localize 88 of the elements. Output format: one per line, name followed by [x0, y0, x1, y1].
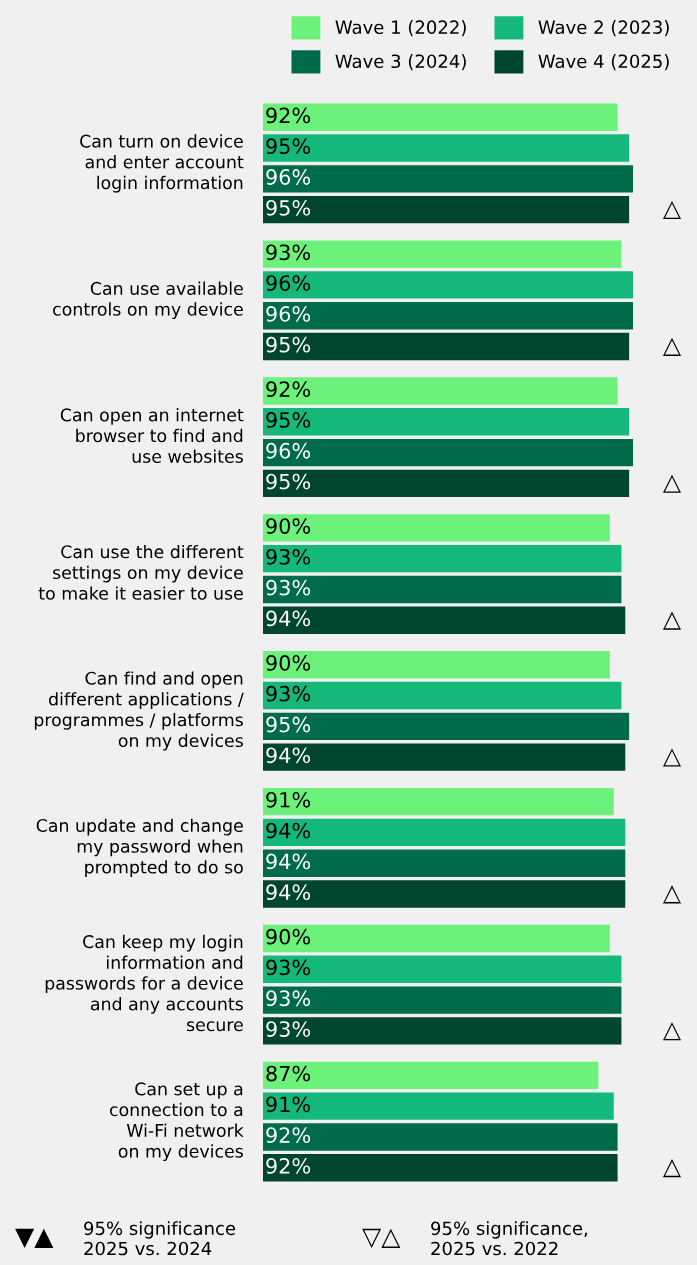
- data-label: 96%: [266, 169, 311, 185]
- bar: [263, 880, 626, 908]
- y-tick-label: Can update and change my password when prompted to do so: [36, 818, 243, 877]
- y-tick-label: Can turn on device and enter account login information: [80, 134, 244, 193]
- bar: [263, 651, 610, 679]
- bar: [263, 544, 622, 573]
- legend-label: Wave 1 (2022): [335, 20, 466, 37]
- y-tick-label: Can use available controls on my device: [53, 281, 243, 320]
- text: △: [662, 611, 682, 630]
- y-tick-label: Can use the different settings on my device to make it easier to use: [38, 544, 244, 600]
- bar: [263, 165, 633, 193]
- data-label: 90%: [266, 655, 311, 671]
- bar: [263, 986, 622, 1014]
- bar: [263, 924, 610, 953]
- data-label: 93%: [266, 685, 311, 702]
- bar: [263, 1123, 618, 1151]
- bar: [263, 438, 633, 467]
- data-label: 92%: [266, 1127, 311, 1144]
- legend-label: Wave 3 (2024): [335, 54, 466, 71]
- data-label: 95%: [266, 199, 311, 216]
- text: 95% significance 2025 vs. 2024: [84, 1221, 236, 1256]
- text: ▼▲: [15, 1228, 54, 1248]
- bar: [263, 103, 618, 131]
- data-label: 94%: [266, 884, 311, 901]
- legend-label: Wave 4 (2025): [538, 54, 669, 71]
- data-label: 92%: [266, 107, 311, 124]
- text: △: [662, 748, 682, 767]
- data-label: 93%: [266, 990, 311, 1007]
- bar: [263, 377, 618, 405]
- bar: [263, 849, 626, 877]
- bar: [263, 743, 626, 771]
- bar: [263, 408, 630, 436]
- data-label: 93%: [266, 548, 311, 565]
- data-label: 87%: [266, 1065, 311, 1082]
- data-label: 94%: [266, 610, 311, 627]
- bar: [263, 818, 626, 847]
- text: △: [662, 337, 682, 356]
- bar: [263, 681, 622, 710]
- data-label: 90%: [266, 928, 311, 945]
- bar: [263, 240, 622, 268]
- data-label: 95%: [266, 336, 311, 353]
- data-label: 96%: [266, 442, 311, 459]
- data-label: 93%: [266, 1021, 311, 1037]
- data-label: 93%: [266, 579, 311, 596]
- data-label: 90%: [266, 518, 311, 534]
- data-label: 91%: [266, 1096, 311, 1113]
- bar: [263, 1017, 622, 1045]
- bar: [263, 195, 630, 224]
- text: 95% significance, 2025 vs. 2022: [431, 1221, 588, 1256]
- bar: [263, 787, 614, 816]
- bar: [263, 332, 630, 361]
- data-label: 94%: [266, 853, 311, 870]
- data-label: 92%: [266, 381, 311, 398]
- bar: [263, 302, 633, 330]
- bar: [263, 712, 630, 741]
- text: △: [662, 474, 682, 493]
- data-label: 92%: [266, 1158, 311, 1174]
- data-label: 94%: [266, 822, 311, 839]
- text: △: [662, 1022, 682, 1041]
- bar: [263, 469, 630, 498]
- text: △: [662, 885, 682, 904]
- y-tick-label: Can keep my login information and passwords for a device and any accounts secure: [45, 934, 243, 1032]
- data-label: 95%: [266, 716, 311, 733]
- data-label: 93%: [266, 244, 311, 261]
- text: ▽△: [362, 1228, 401, 1248]
- bar: [263, 955, 622, 983]
- data-label: 93%: [266, 959, 311, 976]
- y-tick-label: Can open an internet browser to find and use websites: [60, 408, 244, 463]
- y-tick-label: Can find and open different applications / programmes / platforms on my devices: [34, 671, 244, 751]
- legend-label: Wave 2 (2023): [538, 20, 669, 37]
- data-label: 91%: [266, 791, 311, 808]
- y-tick-label: Can set up a connection to a Wi-Fi network on my devices: [109, 1082, 244, 1162]
- bar: [263, 1092, 614, 1120]
- data-label: 96%: [266, 306, 311, 322]
- bar: [263, 514, 610, 542]
- text: △: [662, 1159, 682, 1178]
- data-label: 95%: [266, 138, 311, 155]
- bar: [263, 1061, 599, 1090]
- bar: [263, 606, 626, 634]
- bar: [263, 1154, 618, 1182]
- data-label: 96%: [266, 275, 311, 291]
- data-label: 95%: [266, 473, 311, 490]
- bar: [263, 575, 622, 604]
- data-label: 95%: [266, 412, 311, 428]
- bar: [263, 271, 633, 299]
- data-label: 94%: [266, 747, 311, 764]
- text: △: [662, 200, 682, 220]
- bar: [263, 134, 630, 162]
